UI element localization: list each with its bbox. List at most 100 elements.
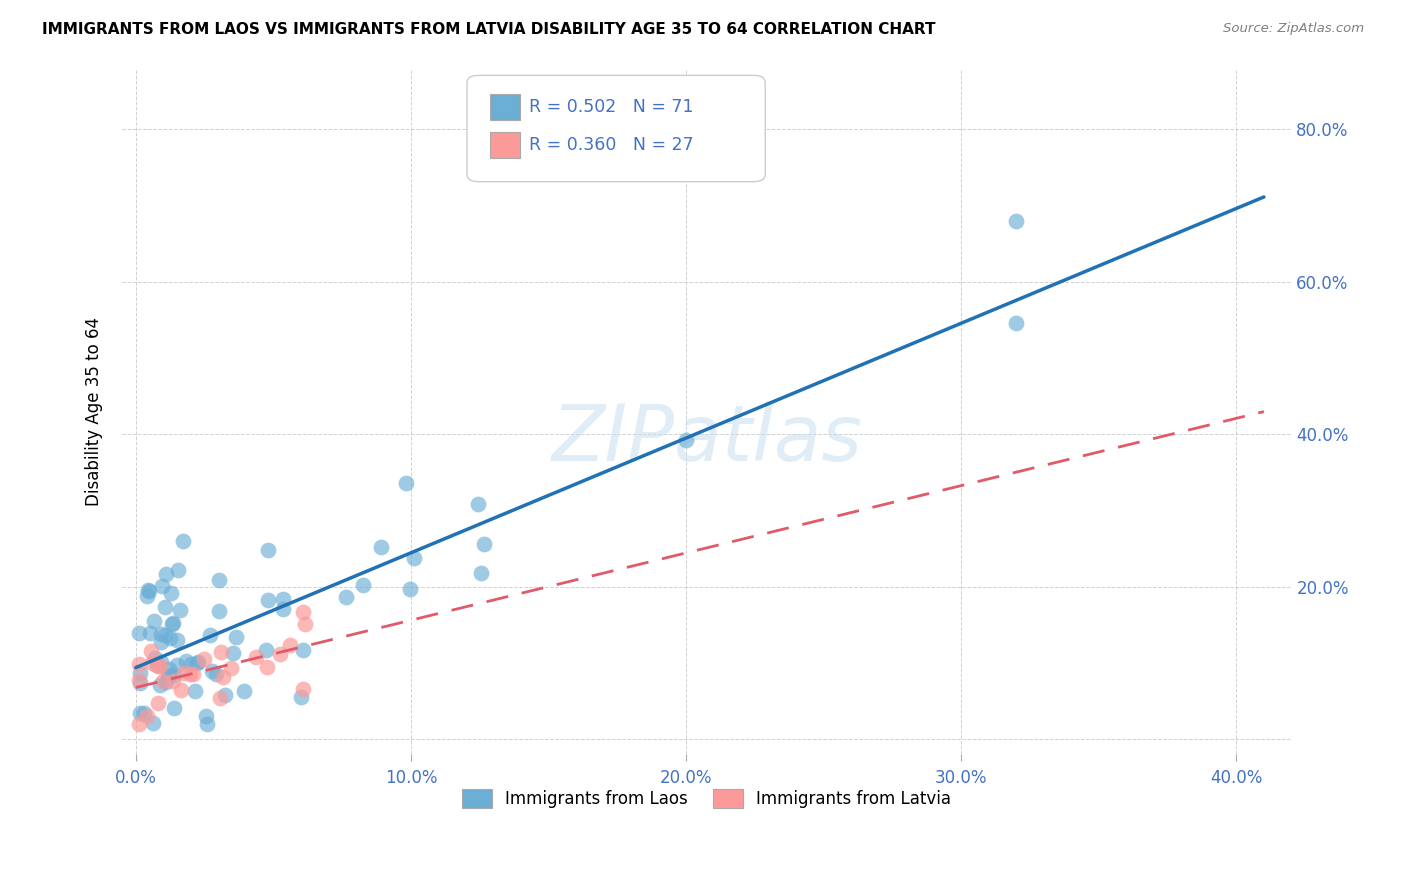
Point (180, 657, 202, 671)
Point (146, 696, 169, 710)
Point (155, 567, 177, 582)
Point (269, 647, 291, 661)
Point (395, 475, 418, 490)
Point (128, 657, 150, 672)
Point (160, 616, 183, 631)
Point (139, 625, 162, 640)
Point (186, 656, 208, 670)
Point (212, 670, 235, 684)
Point (184, 684, 207, 698)
Point (256, 593, 278, 607)
Point (135, 589, 157, 603)
FancyBboxPatch shape (491, 94, 520, 120)
Point (467, 497, 489, 511)
Point (128, 626, 150, 640)
Point (149, 659, 172, 673)
Point (159, 586, 181, 600)
Text: R = 0.360   N = 27: R = 0.360 N = 27 (529, 136, 693, 153)
Point (162, 674, 184, 689)
Point (149, 678, 172, 692)
Point (152, 674, 174, 689)
Y-axis label: Disability Age 35 to 64: Disability Age 35 to 64 (86, 317, 103, 506)
Point (128, 673, 150, 687)
Point (222, 647, 245, 661)
Point (195, 716, 218, 731)
Point (370, 540, 392, 554)
Point (138, 582, 160, 597)
Point (208, 604, 231, 618)
Point (129, 706, 152, 720)
Point (149, 655, 172, 669)
Point (150, 626, 173, 640)
Point (150, 579, 173, 593)
Point (232, 684, 254, 698)
Point (132, 706, 155, 721)
Point (145, 658, 167, 673)
Point (143, 651, 166, 665)
Point (257, 542, 280, 557)
Point (142, 716, 165, 731)
Point (201, 664, 224, 678)
Point (675, 434, 697, 448)
Point (155, 674, 177, 689)
Point (172, 534, 194, 549)
Legend: Immigrants from Laos, Immigrants from Latvia: Immigrants from Laos, Immigrants from La… (456, 782, 957, 814)
Point (169, 603, 191, 617)
Point (166, 657, 188, 672)
Point (205, 666, 228, 681)
Point (1005, 316, 1028, 330)
Point (163, 668, 186, 682)
Point (208, 690, 231, 705)
Point (156, 670, 179, 684)
Point (138, 584, 160, 599)
Point (183, 667, 205, 681)
Point (292, 605, 315, 619)
Point (159, 632, 181, 646)
Point (214, 689, 236, 703)
Point (148, 658, 170, 673)
Point (294, 616, 316, 631)
FancyBboxPatch shape (491, 132, 520, 158)
Point (136, 709, 159, 723)
Text: ZIPatlas: ZIPatlas (551, 401, 862, 477)
Point (163, 701, 186, 715)
Point (472, 537, 495, 551)
Point (208, 573, 231, 587)
Point (157, 668, 180, 682)
Point (179, 666, 201, 681)
Point (271, 602, 294, 616)
Point (1005, 214, 1028, 228)
Point (166, 633, 188, 648)
Point (150, 635, 173, 649)
Point (402, 550, 425, 565)
Point (198, 628, 221, 642)
Point (141, 644, 163, 658)
Point (254, 643, 277, 657)
Point (194, 708, 217, 723)
Point (155, 600, 177, 615)
Point (173, 665, 195, 680)
Point (129, 666, 152, 681)
Point (271, 591, 294, 606)
Point (290, 690, 312, 704)
Point (162, 616, 184, 631)
Point (470, 566, 492, 581)
Point (128, 676, 150, 690)
FancyBboxPatch shape (467, 76, 765, 182)
Text: R = 0.502   N = 71: R = 0.502 N = 71 (529, 98, 693, 116)
Point (142, 614, 165, 628)
Point (187, 655, 209, 669)
Point (292, 642, 315, 657)
Point (256, 659, 278, 673)
Text: Source: ZipAtlas.com: Source: ZipAtlas.com (1223, 22, 1364, 36)
Point (225, 630, 247, 644)
Point (399, 582, 422, 597)
Point (128, 716, 150, 731)
Point (278, 638, 301, 652)
Point (170, 682, 193, 697)
Point (141, 656, 163, 670)
Point (157, 662, 180, 676)
Point (352, 577, 374, 591)
Point (153, 628, 176, 642)
Point (219, 661, 242, 675)
